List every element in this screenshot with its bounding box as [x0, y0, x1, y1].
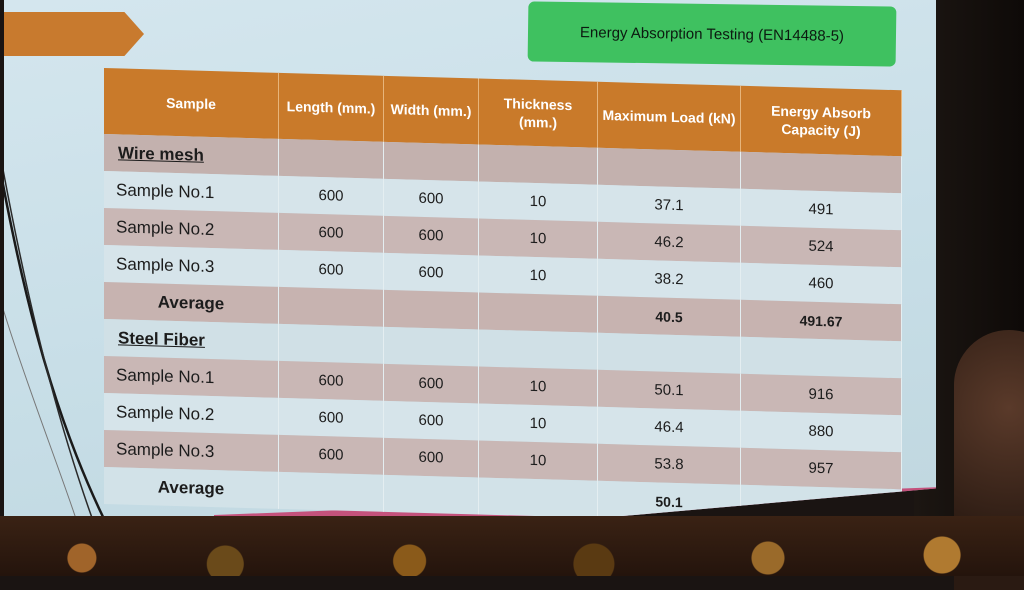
projection-screen: Energy Absorption Testing (EN14488-5) Sa… [4, 0, 936, 568]
cell-length: 600 [278, 434, 384, 475]
cell-max-load: 53.8 [597, 443, 741, 485]
cell-max-load: 46.4 [597, 406, 741, 448]
sample-name: Sample No.3 [104, 430, 279, 472]
cell-thickness: 10 [478, 403, 598, 444]
cell-width: 600 [383, 400, 479, 441]
sample-name: Sample No.2 [104, 393, 279, 435]
header-max-load: Maximum Load (kN) [597, 81, 741, 152]
header-sample: Sample [104, 68, 279, 139]
average-energy: 491.67 [740, 299, 902, 342]
sample-name: Sample No.1 [104, 356, 279, 398]
cell-width: 600 [383, 252, 479, 293]
cell-thickness: 10 [478, 255, 598, 296]
average-label: Average [104, 282, 279, 324]
cell-energy: 460 [740, 262, 902, 305]
header-energy: Energy Absorb Capacity (J) [740, 85, 902, 157]
cell-width: 600 [383, 437, 479, 478]
results-table: Sample Length (mm.) Width (mm.) Thicknes… [104, 68, 902, 527]
average-max-load: 40.5 [597, 295, 741, 337]
sample-name: Sample No.2 [104, 208, 279, 250]
cell-max-load: 50.1 [597, 369, 741, 411]
sample-name: Sample No.3 [104, 245, 279, 287]
cell-max-load: 46.2 [597, 221, 741, 263]
cell-thickness: 10 [478, 440, 598, 481]
cell-energy: 491 [740, 188, 902, 231]
cell-length: 600 [278, 360, 384, 401]
cell-thickness: 10 [478, 366, 598, 407]
sample-name: Sample No.1 [104, 171, 279, 213]
header-length: Length (mm.) [278, 72, 384, 142]
section-label: Wire mesh [104, 134, 279, 176]
cell-width: 600 [383, 178, 479, 219]
cell-width: 600 [383, 363, 479, 404]
cell-energy: 524 [740, 225, 902, 268]
cell-width: 600 [383, 215, 479, 256]
cell-thickness: 10 [478, 218, 598, 259]
cell-length: 600 [278, 212, 384, 253]
header-width: Width (mm.) [383, 75, 479, 145]
cell-length: 600 [278, 175, 384, 216]
average-label: Average [104, 467, 279, 509]
cell-length: 600 [278, 249, 384, 290]
slide-title: Energy Absorption Testing (EN14488-5) [579, 23, 845, 45]
cell-max-load: 38.2 [597, 258, 741, 300]
cell-energy: 957 [740, 447, 902, 490]
cell-length: 600 [278, 397, 384, 438]
cell-energy: 916 [740, 373, 902, 416]
slide-title-box: Energy Absorption Testing (EN14488-5) [527, 1, 897, 67]
cell-energy: 880 [740, 410, 902, 453]
foreground-flowers [0, 516, 1024, 576]
header-thickness: Thickness (mm.) [478, 78, 598, 148]
cell-max-load: 37.1 [597, 184, 741, 226]
section-label: Steel Fiber [104, 319, 279, 361]
cell-thickness: 10 [478, 181, 598, 222]
decorative-arrow [4, 12, 144, 56]
